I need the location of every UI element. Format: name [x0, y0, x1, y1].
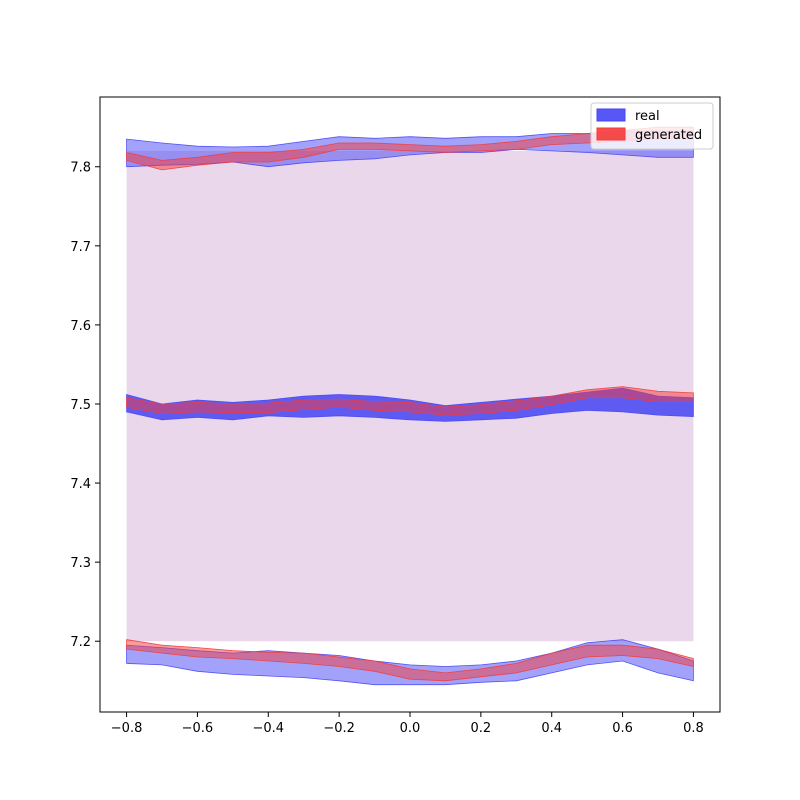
x-tick-label: 0.2	[471, 721, 492, 736]
legend-swatch-generated	[596, 127, 626, 141]
band-generated-bottom	[126, 639, 694, 682]
y-tick-label: 7.5	[70, 398, 91, 413]
legend: real generated	[590, 102, 714, 150]
y-axis: 7.2 7.3 7.4 7.5 7.6 7.7 7.8	[70, 161, 100, 650]
x-tick-label: 0.0	[400, 721, 421, 736]
y-tick-label: 7.4	[70, 477, 91, 492]
band-real-bottom	[126, 639, 694, 686]
x-tick-label: −0.4	[252, 721, 284, 736]
y-tick-label: 7.2	[70, 635, 91, 650]
y-tick-label: 7.6	[70, 319, 91, 334]
x-tick-label: 0.8	[683, 721, 704, 736]
x-tick-label: 0.4	[541, 721, 562, 736]
x-tick-label: −0.2	[323, 721, 355, 736]
band-generated-middle	[126, 386, 694, 416]
y-tick-label: 7.7	[70, 240, 91, 255]
x-tick-label: 0.6	[612, 721, 633, 736]
bands-layer	[126, 126, 694, 686]
y-tick-label: 7.8	[70, 161, 91, 176]
y-tick-label: 7.3	[70, 556, 91, 571]
x-tick-label: −0.8	[111, 721, 143, 736]
legend-swatch-real	[596, 108, 626, 122]
x-tick-label: −0.6	[182, 721, 214, 736]
legend-label-generated: generated	[635, 128, 702, 143]
x-axis: −0.8 −0.6 −0.4 −0.2 0.0 0.2 0.4 0.6 0.8	[111, 712, 704, 736]
legend-label-real: real	[635, 109, 660, 124]
